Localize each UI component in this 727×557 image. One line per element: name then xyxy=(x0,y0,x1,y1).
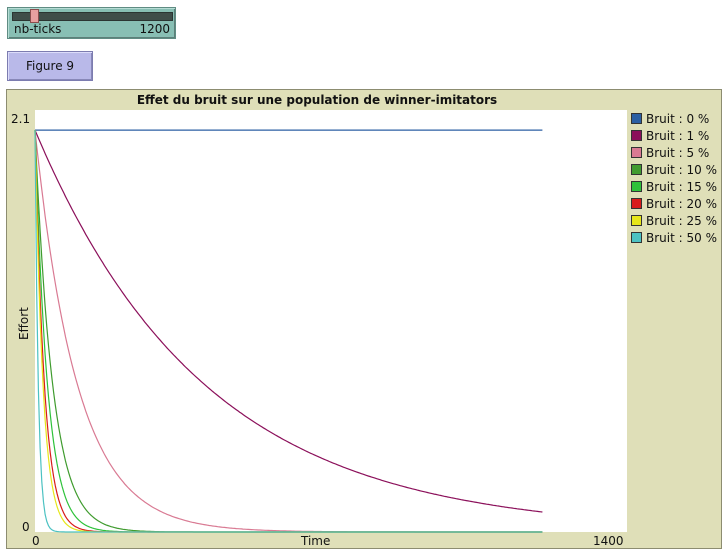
x-tick-max: 1400 xyxy=(593,534,624,548)
y-tick-max: 2.1 xyxy=(11,112,31,126)
slider-value: 1200 xyxy=(139,22,170,36)
plot-area xyxy=(35,110,627,532)
slider-thumb[interactable] xyxy=(29,9,39,23)
legend-label: Bruit : 25 % xyxy=(646,213,717,228)
legend-item-3: Bruit : 10 % xyxy=(631,161,717,178)
y-axis-label: Effort xyxy=(17,307,31,340)
slider-track[interactable] xyxy=(12,12,173,21)
legend-label: Bruit : 50 % xyxy=(646,230,717,245)
x-axis-label: Time xyxy=(301,534,331,548)
chart-svg xyxy=(34,110,627,533)
legend-label: Bruit : 5 % xyxy=(646,145,710,160)
legend: Bruit : 0 % Bruit : 1 % Bruit : 5 % Bruit :… xyxy=(631,110,717,246)
series-line-1 xyxy=(34,129,543,513)
legend-swatch xyxy=(631,147,642,158)
figure-9-button[interactable]: Figure 9 xyxy=(7,51,93,81)
legend-item-5: Bruit : 20 % xyxy=(631,195,717,212)
series-line-7 xyxy=(34,130,543,533)
legend-item-4: Bruit : 15 % xyxy=(631,178,717,195)
legend-item-2: Bruit : 5 % xyxy=(631,144,717,161)
legend-label: Bruit : 10 % xyxy=(646,162,717,177)
legend-swatch xyxy=(631,198,642,209)
legend-swatch xyxy=(631,113,642,124)
legend-label: Bruit : 15 % xyxy=(646,179,717,194)
legend-swatch xyxy=(631,215,642,226)
legend-item-1: Bruit : 1 % xyxy=(631,127,717,144)
legend-item-6: Bruit : 25 % xyxy=(631,212,717,229)
x-tick-min: 0 xyxy=(32,534,40,548)
y-tick-min: 0 xyxy=(22,520,30,534)
legend-item-0: Bruit : 0 % xyxy=(631,110,717,127)
nb-ticks-slider[interactable]: nb-ticks 1200 xyxy=(7,7,176,39)
legend-item-7: Bruit : 50 % xyxy=(631,229,717,246)
legend-label: Bruit : 1 % xyxy=(646,128,710,143)
legend-label: Bruit : 0 % xyxy=(646,111,710,126)
legend-swatch xyxy=(631,181,642,192)
legend-swatch xyxy=(631,130,642,141)
legend-swatch xyxy=(631,232,642,243)
plot-title: Effet du bruit sur une population de win… xyxy=(136,93,498,107)
plot-panel: Effet du bruit sur une population de win… xyxy=(6,89,722,549)
legend-swatch xyxy=(631,164,642,175)
legend-label: Bruit : 20 % xyxy=(646,196,717,211)
slider-label: nb-ticks xyxy=(14,22,62,36)
